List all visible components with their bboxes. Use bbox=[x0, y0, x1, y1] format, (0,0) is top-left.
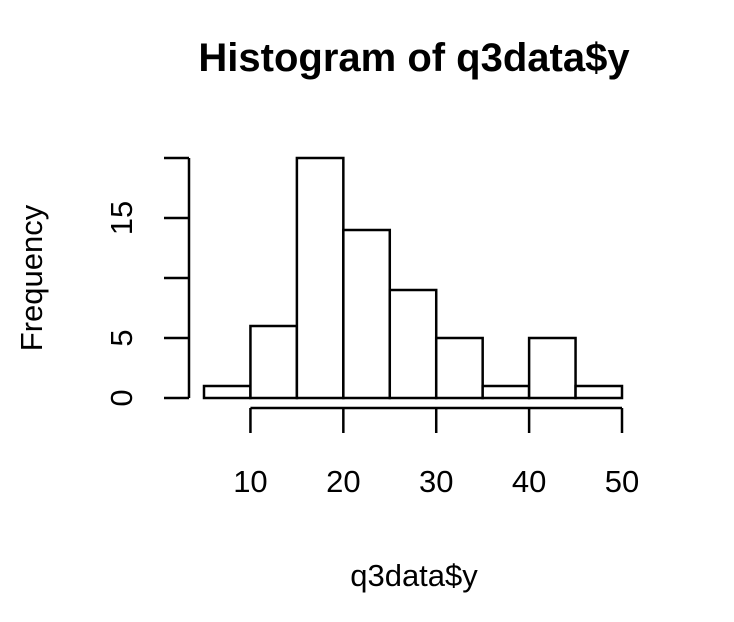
x-tick-label-1: 20 bbox=[326, 464, 360, 499]
x-axis-label: q3data$y bbox=[350, 558, 478, 593]
histogram-bar-0 bbox=[202, 384, 252, 400]
y-axis: 0 5 15 bbox=[104, 156, 191, 407]
histogram-bar-3 bbox=[342, 228, 392, 400]
y-axis-label: Frequency bbox=[14, 204, 49, 351]
histogram-bar-4 bbox=[388, 288, 438, 400]
x-axis: 10 20 30 40 50 bbox=[233, 406, 639, 499]
histogram-bar-8 bbox=[574, 384, 624, 400]
histogram-bar-1 bbox=[249, 324, 299, 400]
y-tick-label-0: 0 bbox=[104, 389, 139, 406]
histogram-bar-5 bbox=[434, 336, 484, 400]
histogram-bar-6 bbox=[481, 384, 531, 400]
x-tick-label-4: 50 bbox=[605, 464, 639, 499]
histogram-bar-7 bbox=[527, 336, 577, 400]
chart-title: Histogram of q3data$y bbox=[198, 36, 630, 80]
bars-group bbox=[202, 156, 624, 400]
x-tick-label-2: 30 bbox=[419, 464, 453, 499]
x-tick-label-3: 40 bbox=[512, 464, 546, 499]
x-tick-label-0: 10 bbox=[233, 464, 267, 499]
y-tick-label-3: 15 bbox=[104, 201, 139, 235]
y-tick-label-1: 5 bbox=[104, 329, 139, 346]
histogram-bar-2 bbox=[295, 156, 345, 400]
